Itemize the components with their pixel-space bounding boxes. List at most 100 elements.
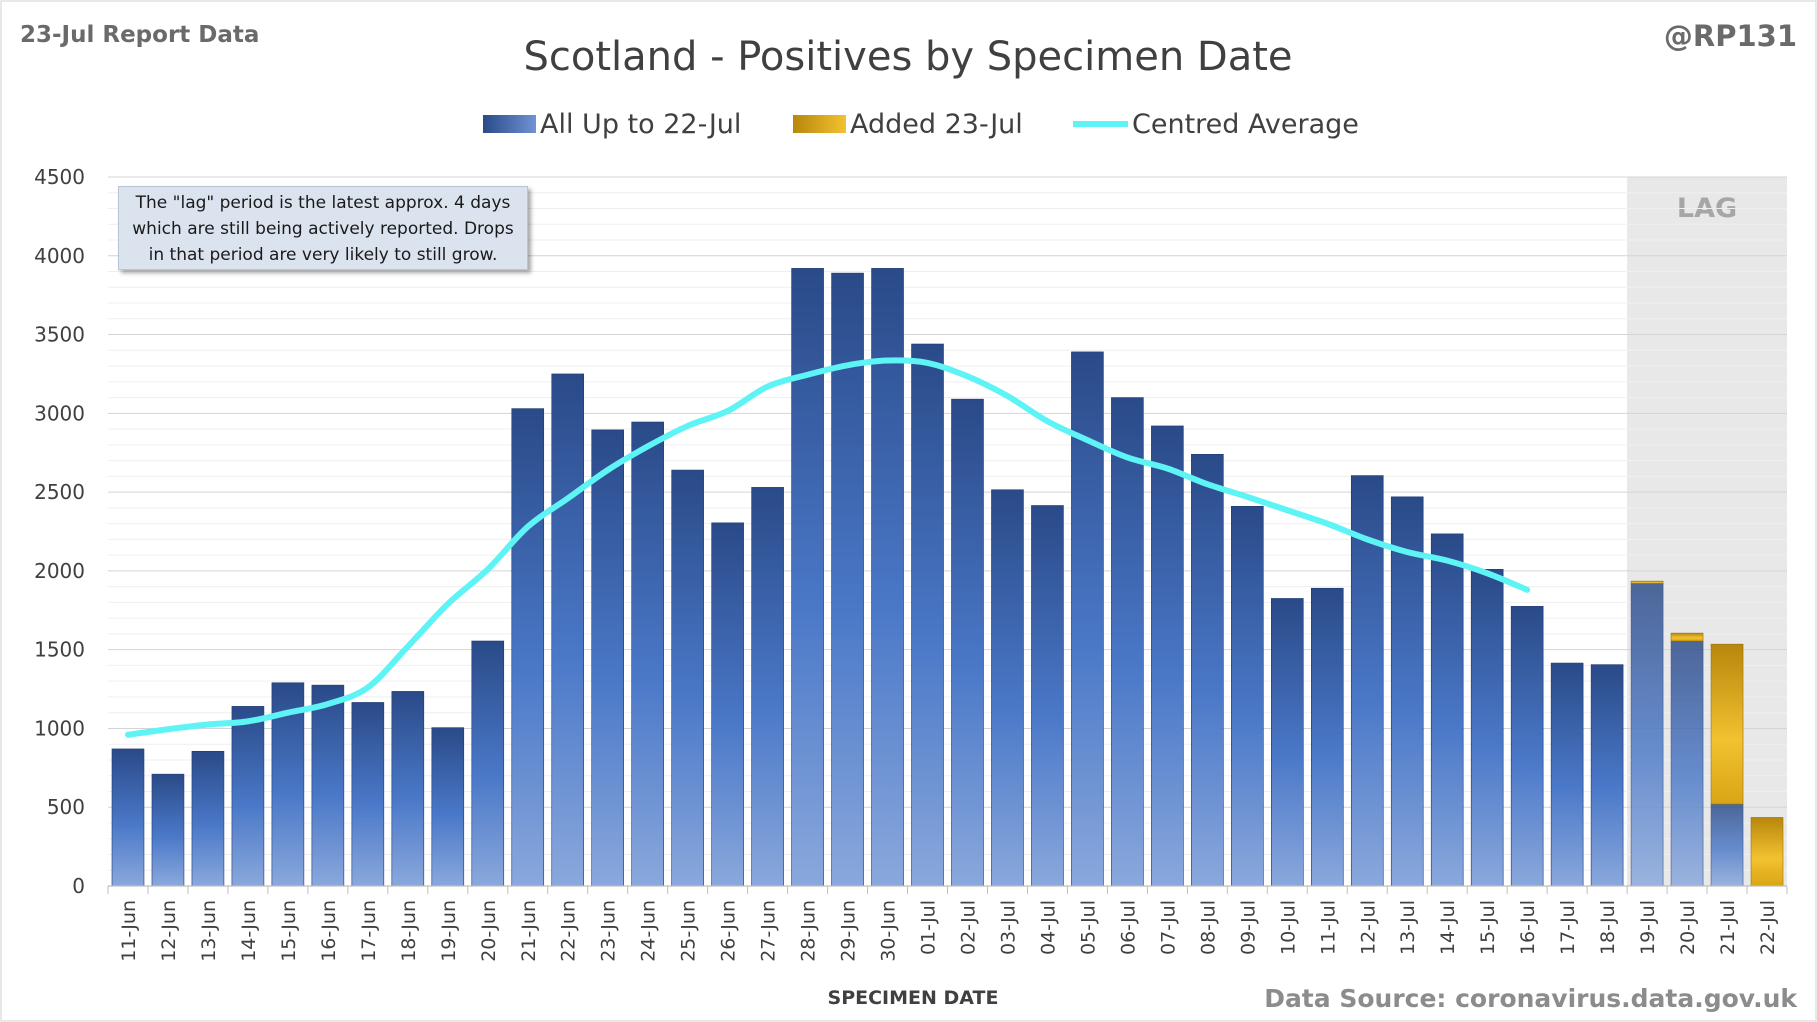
y-tick-label: 1000 xyxy=(34,716,85,740)
bar-added-20-Jul xyxy=(1670,632,1704,642)
x-tick-label: 17-Jun xyxy=(358,900,380,962)
x-tick-label: 08-Jul xyxy=(1197,900,1219,955)
x-tick-label: 06-Jul xyxy=(1117,900,1139,955)
bar-all-17-Jul xyxy=(1550,662,1584,887)
bar-all-28-Jun xyxy=(791,268,824,887)
x-tick-label: 02-Jul xyxy=(957,900,979,955)
x-tick-label: 21-Jul xyxy=(1717,900,1739,955)
bars xyxy=(108,268,1787,887)
x-tick-label: 27-Jun xyxy=(758,900,780,962)
bar-all-02-Jul xyxy=(951,398,984,887)
lag-annotation: The "lag" period is the latest approx. 4… xyxy=(118,186,528,270)
x-tick-label: 07-Jul xyxy=(1157,900,1179,955)
annotation-line-1: The "lag" period is the latest approx. 4… xyxy=(135,193,511,213)
x-tick-label: 24-Jun xyxy=(638,900,660,962)
y-tick-label: 3000 xyxy=(34,401,85,425)
x-tick-label: 20-Jun xyxy=(478,900,500,962)
x-tick-label: 17-Jul xyxy=(1557,900,1579,955)
data-source: Data Source: coronavirus.data.gov.uk xyxy=(1264,984,1798,1013)
bar-all-16-Jun xyxy=(311,684,345,887)
x-tick-label: 23-Jun xyxy=(598,900,620,962)
bar-all-16-Jul xyxy=(1510,606,1544,887)
bar-all-04-Jul xyxy=(1031,505,1064,887)
y-axis: 0 500 1000 1500 2000 2500 3000 3500 4000 4500 xyxy=(34,165,85,898)
bar-all-25-Jun xyxy=(671,469,704,887)
x-tick-label: 11-Jun xyxy=(118,900,140,962)
bar-all-11-Jul xyxy=(1310,587,1344,887)
bar-all-03-Jul xyxy=(991,489,1024,887)
bar-all-29-Jun xyxy=(831,272,864,887)
x-axis-title: SPECIMEN DATE xyxy=(828,987,999,1009)
x-tick-label: 25-Jun xyxy=(678,900,700,962)
legend-swatch-all xyxy=(483,115,536,133)
x-tick-label: 04-Jul xyxy=(1037,900,1059,955)
x-tick-label: 09-Jul xyxy=(1237,900,1259,955)
x-tick-label: 12-Jun xyxy=(158,900,180,962)
bar-all-30-Jun xyxy=(871,268,904,887)
annotation-line-3: in that period are very likely to still … xyxy=(148,245,498,265)
legend-swatch-added xyxy=(793,115,846,133)
x-tick-label: 18-Jul xyxy=(1597,900,1619,955)
bar-all-15-Jul xyxy=(1470,569,1504,887)
y-tick-label: 4000 xyxy=(34,244,85,268)
x-tick-label: 21-Jun xyxy=(518,900,540,962)
average-line-path xyxy=(124,357,1531,738)
bar-all-14-Jun xyxy=(231,706,265,887)
legend-label-all: All Up to 22-Jul xyxy=(540,109,741,140)
legend: All Up to 22-Jul Added 23-Jul Centred Av… xyxy=(483,109,1359,140)
x-tick-label: 10-Jul xyxy=(1277,900,1299,955)
bar-all-14-Jul xyxy=(1430,533,1464,887)
y-tick-label: 4500 xyxy=(34,165,85,189)
y-tick-label: 2000 xyxy=(34,559,85,583)
bar-added-19-Jul xyxy=(1630,580,1664,584)
bar-all-01-Jul xyxy=(911,343,944,887)
bar-all-07-Jul xyxy=(1151,425,1184,887)
bar-all-19-Jul xyxy=(1630,583,1664,887)
bar-all-20-Jun xyxy=(471,640,505,887)
bar-all-24-Jun xyxy=(631,421,664,887)
bar-all-17-Jun xyxy=(351,702,385,887)
bar-all-22-Jun xyxy=(551,373,585,887)
bar-all-18-Jul xyxy=(1590,664,1624,887)
bar-all-09-Jul xyxy=(1231,505,1264,887)
x-tick-label: 12-Jul xyxy=(1357,900,1379,955)
x-tick-label: 26-Jun xyxy=(718,900,740,962)
average-line xyxy=(124,357,1531,738)
x-tick-label: 19-Jul xyxy=(1637,900,1659,955)
bar-all-21-Jun xyxy=(511,408,545,887)
legend-label-average: Centred Average xyxy=(1132,109,1359,140)
x-tick-label: 22-Jul xyxy=(1757,900,1779,955)
author-handle: @RP131 xyxy=(1664,19,1797,53)
y-tick-label: 2500 xyxy=(34,480,85,504)
report-label: 23-Jul Report Data xyxy=(20,22,259,48)
bar-all-12-Jun xyxy=(151,773,185,887)
bar-added-21-Jul xyxy=(1710,643,1744,805)
chart-title: Scotland - Positives by Specimen Date xyxy=(523,34,1292,80)
x-tick-label: 29-Jun xyxy=(838,900,860,962)
x-tick-label: 14-Jun xyxy=(238,900,260,962)
bar-all-06-Jul xyxy=(1111,397,1144,887)
x-tick-label: 28-Jun xyxy=(798,900,820,962)
bar-all-19-Jun xyxy=(431,727,465,887)
y-tick-label: 1500 xyxy=(34,638,85,662)
x-tick-label: 05-Jul xyxy=(1077,900,1099,955)
y-tick-label: 3500 xyxy=(34,323,85,347)
x-tick-label: 20-Jul xyxy=(1677,900,1699,955)
x-tick-label: 30-Jun xyxy=(878,900,900,962)
x-tick-label: 15-Jul xyxy=(1477,900,1499,955)
bar-all-08-Jul xyxy=(1191,453,1224,887)
y-tick-label: 0 xyxy=(72,874,85,898)
x-tick-label: 13-Jun xyxy=(198,900,220,962)
bar-all-27-Jun xyxy=(751,487,784,887)
bar-all-26-Jun xyxy=(711,522,744,887)
x-tick-label: 13-Jul xyxy=(1397,900,1419,955)
bar-all-10-Jul xyxy=(1271,598,1304,887)
bar-all-21-Jul xyxy=(1710,803,1744,887)
annotation-line-2: which are still being actively reported.… xyxy=(132,219,514,239)
x-tick-label: 01-Jul xyxy=(918,900,940,955)
bar-added-22-Jul xyxy=(1750,817,1784,887)
x-tick-label: 16-Jun xyxy=(318,900,340,962)
x-tick-label: 19-Jun xyxy=(438,900,460,962)
x-tick-label: 11-Jul xyxy=(1317,900,1339,955)
